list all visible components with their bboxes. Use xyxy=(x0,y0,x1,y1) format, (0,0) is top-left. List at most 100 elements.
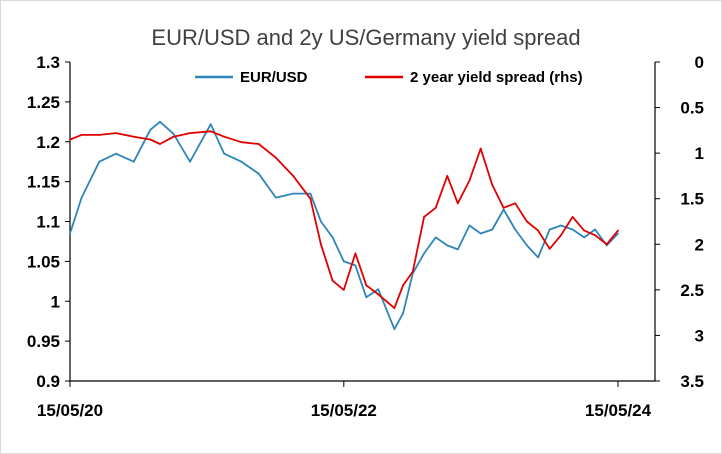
data-point-yield-spread xyxy=(132,135,135,138)
data-point-yield-spread xyxy=(526,220,528,223)
data-point-eurusd xyxy=(526,244,528,247)
chart-title: EUR/USD and 2y US/Germany yield spread xyxy=(151,25,580,50)
data-point-eurusd xyxy=(365,296,368,299)
data-point-eurusd xyxy=(468,224,471,227)
data-point-eurusd xyxy=(80,196,83,199)
data-point-eurusd xyxy=(149,128,152,131)
data-point-yield-spread xyxy=(354,252,357,255)
data-point-eurusd xyxy=(491,228,494,231)
data-point-yield-spread xyxy=(605,243,608,246)
data-point-yield-spread xyxy=(571,216,574,218)
legend-label-eurusd: EUR/USD xyxy=(240,69,308,86)
data-point-eurusd xyxy=(571,228,574,231)
data-point-yield-spread xyxy=(342,289,345,291)
data-point-eurusd xyxy=(240,160,243,163)
data-point-eurusd xyxy=(479,232,482,235)
y-tick-label: 0.9 xyxy=(36,372,60,391)
data-point-yield-spread xyxy=(502,206,505,209)
data-point-yield-spread xyxy=(69,138,71,141)
data-point-eurusd xyxy=(159,120,161,123)
data-point-yield-spread xyxy=(172,135,175,138)
data-point-eurusd xyxy=(320,220,322,223)
data-point-eurusd xyxy=(292,192,295,195)
data-point-yield-spread xyxy=(393,307,396,309)
data-point-yield-spread xyxy=(560,234,562,237)
y-axis-ticks-left: 1.3 1.25 1.2 1.15 1.1 1.05 1 0.95 0.9 xyxy=(27,53,70,391)
data-point-eurusd xyxy=(342,260,345,263)
data-point-eurusd xyxy=(423,252,425,255)
data-point-yield-spread xyxy=(411,270,414,273)
y2-tick-label: 0.5 xyxy=(680,99,704,118)
data-point-yield-spread xyxy=(537,229,539,232)
y-axis-ticks-right: 0 0.5 1 1.5 2 2.5 3 3.5 xyxy=(655,53,704,391)
data-point-yield-spread xyxy=(149,138,152,141)
data-point-eurusd xyxy=(548,228,551,231)
data-point-yield-spread xyxy=(446,175,449,177)
data-point-eurusd xyxy=(560,224,562,227)
data-point-eurusd xyxy=(393,328,396,331)
data-point-yield-spread xyxy=(456,202,459,205)
y-tick-label: 1 xyxy=(51,292,60,311)
data-point-eurusd xyxy=(354,264,357,267)
data-point-yield-spread xyxy=(309,197,312,200)
x-tick-label: 15/05/22 xyxy=(311,401,377,420)
data-point-eurusd xyxy=(514,228,517,231)
x-tick-label: 15/05/24 xyxy=(585,401,652,420)
data-point-eurusd xyxy=(309,192,312,195)
x-axis-ticks: 15/05/20 15/05/22 15/05/24 xyxy=(37,381,652,420)
data-point-eurusd xyxy=(434,236,437,239)
data-point-yield-spread xyxy=(402,284,404,287)
y-tick-label: 0.95 xyxy=(27,332,60,351)
data-point-eurusd xyxy=(223,152,226,155)
data-point-eurusd xyxy=(132,160,135,163)
data-point-eurusd xyxy=(537,256,539,259)
y-tick-label: 1.1 xyxy=(36,213,60,232)
data-point-yield-spread xyxy=(468,179,471,182)
data-point-yield-spread xyxy=(320,243,322,246)
data-point-eurusd xyxy=(275,196,277,199)
y-tick-label: 1.15 xyxy=(27,173,60,192)
y2-tick-label: 0 xyxy=(695,53,704,72)
y2-tick-label: 3 xyxy=(695,326,704,345)
data-point-eurusd xyxy=(402,312,404,315)
data-point-eurusd xyxy=(98,160,101,163)
y2-tick-label: 2 xyxy=(695,235,704,254)
data-point-eurusd xyxy=(502,208,505,211)
data-point-eurusd xyxy=(257,172,260,175)
data-point-yield-spread xyxy=(257,143,260,145)
y2-tick-label: 1 xyxy=(695,144,704,163)
data-point-yield-spread xyxy=(275,156,277,159)
data-point-eurusd xyxy=(69,232,71,235)
data-point-yield-spread xyxy=(617,229,619,232)
data-point-yield-spread xyxy=(434,206,437,209)
data-point-eurusd xyxy=(115,152,117,155)
data-point-yield-spread xyxy=(115,132,117,135)
data-point-yield-spread xyxy=(423,216,425,218)
data-point-yield-spread xyxy=(365,284,368,287)
data-point-eurusd xyxy=(617,232,619,235)
data-point-eurusd xyxy=(594,228,596,231)
x-tick-label: 15/05/20 xyxy=(37,401,103,420)
y2-tick-label: 1.5 xyxy=(680,190,704,209)
series-line-yield-spread xyxy=(69,130,619,310)
data-point-eurusd xyxy=(331,236,334,239)
y2-tick-label: 2.5 xyxy=(680,281,704,300)
y-tick-label: 1.3 xyxy=(36,53,60,72)
data-point-eurusd xyxy=(209,123,212,126)
data-point-eurusd xyxy=(456,248,459,251)
data-point-eurusd xyxy=(446,244,449,247)
data-point-eurusd xyxy=(583,236,586,239)
series-lines xyxy=(69,120,619,331)
data-point-yield-spread xyxy=(479,147,482,150)
data-point-yield-spread xyxy=(189,132,191,135)
data-point-yield-spread xyxy=(223,135,226,138)
data-point-yield-spread xyxy=(594,234,596,237)
y-tick-label: 1.25 xyxy=(27,93,60,112)
data-point-eurusd xyxy=(172,132,175,135)
data-point-yield-spread xyxy=(377,293,380,296)
data-point-yield-spread xyxy=(240,141,243,144)
data-point-yield-spread xyxy=(98,134,101,136)
series-line-eurusd xyxy=(69,120,619,331)
